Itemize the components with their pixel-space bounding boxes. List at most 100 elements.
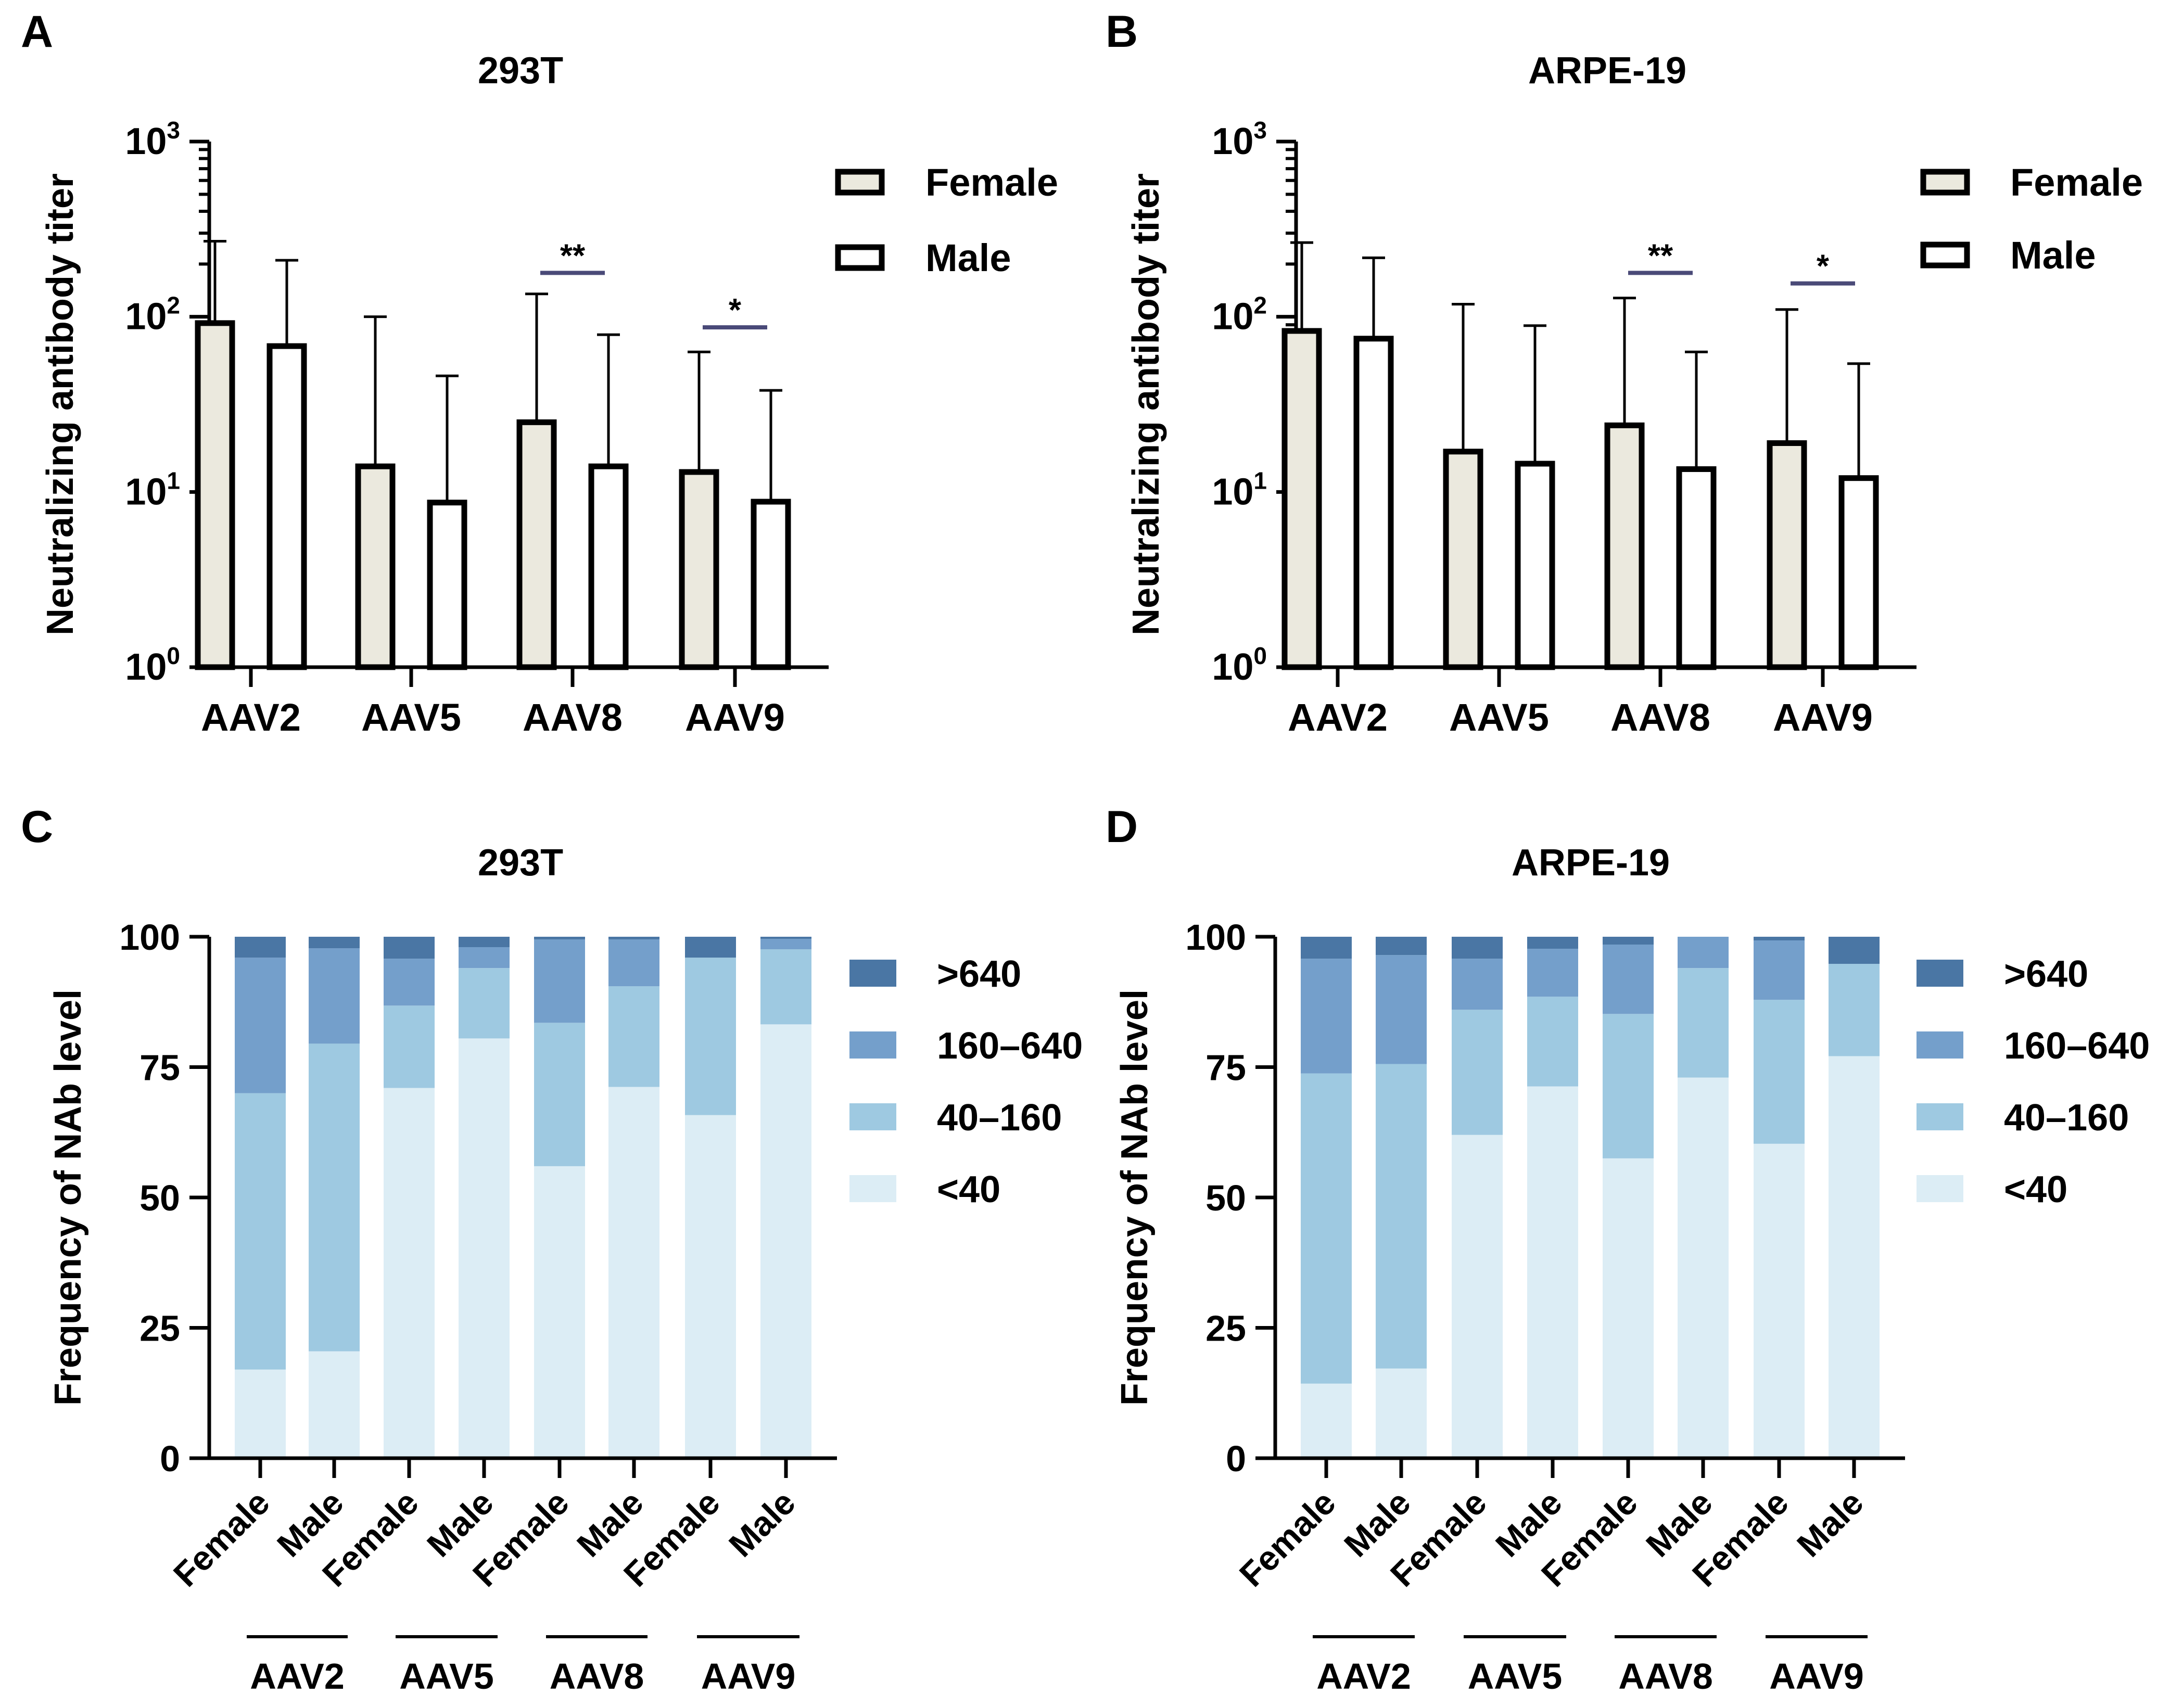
bar-male-aav5 [427, 500, 467, 670]
bar-segment-160-640 [1452, 959, 1503, 1010]
bar-segment-160-640 [1301, 959, 1352, 1074]
y-tick-label: 100 [125, 642, 180, 688]
bar-segment-40-160 [534, 1023, 585, 1166]
legend-label: >640 [937, 953, 1021, 995]
bar-segment-40-160 [685, 958, 736, 1115]
x-tick-label: AAV9 [1773, 696, 1873, 739]
bar-segment-gt640 [235, 937, 286, 958]
bar-segment-lt40 [1376, 1368, 1427, 1458]
significance-label: ** [560, 238, 586, 274]
y-tick-label: 25 [1205, 1308, 1246, 1349]
bar-segment-160-640 [459, 947, 510, 968]
bar-female-aav5 [1443, 449, 1483, 670]
chart-title: 293T [478, 842, 563, 884]
bar-segment-160-640 [1754, 940, 1805, 1000]
x-tick-label: AAV2 [201, 696, 301, 739]
bar-segment-gt640 [1376, 937, 1427, 955]
bar-segment-lt40 [534, 1166, 585, 1458]
panel-label: D [1106, 802, 1138, 852]
legend-swatch [849, 1175, 896, 1202]
legend-label: <40 [937, 1169, 1000, 1210]
y-axis-label: Neutralizing antibody titer [1125, 173, 1167, 635]
bar-segment-gt640 [1829, 937, 1880, 964]
x-tick-label-male: Male [1789, 1483, 1871, 1564]
bar-segment-gt640 [760, 937, 811, 939]
y-tick-label: 100 [1212, 642, 1267, 688]
bar-female-aav2 [1281, 328, 1322, 670]
y-tick-label: 0 [160, 1438, 180, 1479]
significance-label: * [729, 292, 742, 328]
legend-label: 40–160 [2004, 1097, 2129, 1139]
x-tick-label: AAV5 [1449, 696, 1549, 739]
panel-d: D ARPE-19 0 25 50 75 100 Frequency of NAb level… [1106, 802, 2150, 1697]
y-tick-label: 103 [125, 117, 180, 162]
chart-title: 293T [478, 50, 563, 92]
bar-segment-40-160 [1527, 997, 1578, 1087]
bar-segment-160-640 [760, 939, 811, 950]
bar-segment-160-640 [235, 958, 286, 1093]
y-axis-label: Frequency of NAb level [47, 989, 89, 1406]
bar-segment-lt40 [384, 1088, 435, 1458]
bar-segment-gt640 [1527, 937, 1578, 949]
group-label: AAV8 [550, 1656, 644, 1697]
bar-segment-160-640 [1678, 937, 1729, 968]
bar-segment-gt640 [1754, 937, 1805, 941]
legend-label: Female [925, 161, 1058, 204]
group-label: AAV2 [1316, 1656, 1411, 1697]
panel-label: B [1106, 7, 1138, 57]
bar-female-aav8 [1604, 422, 1645, 670]
y-tick-label: 75 [1205, 1048, 1246, 1088]
y-tick-label: 101 [125, 467, 180, 513]
panel-b: B ARPE-19 100 101 102 103 Neutralizing antibod… [1106, 7, 2143, 739]
bar-segment-gt640 [1603, 937, 1654, 945]
bar-male-aav2 [1353, 336, 1394, 670]
bar-segment-160-640 [534, 939, 585, 1023]
y-tick-label: 102 [125, 292, 180, 338]
bar-segment-40-160 [235, 1093, 286, 1370]
bar-segment-40-160 [608, 986, 659, 1087]
bar-segment-160-640 [608, 939, 659, 987]
bar-segment-160-640 [309, 948, 360, 1044]
bar-segment-gt640 [685, 937, 736, 958]
bar-male-aav8 [588, 463, 629, 670]
bar-segment-gt640 [608, 937, 659, 940]
bar-female-aav9 [1767, 440, 1807, 670]
chart-title: ARPE-19 [1528, 50, 1686, 92]
group-label: AAV9 [1769, 1656, 1864, 1697]
chart-title: ARPE-19 [1512, 842, 1670, 884]
legend-swatch [849, 1031, 896, 1059]
legend-label: >640 [2004, 953, 2088, 995]
bar-segment-40-160 [1301, 1073, 1352, 1384]
bar-segment-lt40 [1301, 1383, 1352, 1458]
bar-segment-lt40 [1452, 1135, 1503, 1458]
legend-label: Female [2010, 161, 2143, 204]
bar-segment-lt40 [760, 1024, 811, 1458]
bar-segment-gt640 [1301, 937, 1352, 959]
legend-label: Male [2010, 234, 2096, 277]
y-tick-label: 25 [139, 1308, 180, 1349]
bar-segment-40-160 [459, 968, 510, 1039]
panel-a: A 293T 100 101 102 103 Neutralizing antibody t… [21, 7, 1058, 739]
bar-segment-40-160 [1452, 1010, 1503, 1135]
legend-swatch [1917, 1175, 1963, 1202]
legend-swatch-male [1920, 241, 1970, 269]
bar-female-aav2 [195, 320, 235, 670]
bar-segment-160-640 [1527, 949, 1578, 997]
x-tick-label-female: Female [1232, 1483, 1343, 1594]
x-tick-label: AAV8 [523, 696, 623, 739]
y-axis-label: Neutralizing antibody titer [40, 173, 81, 635]
legend-swatch-female [835, 169, 885, 196]
bar-segment-lt40 [685, 1115, 736, 1458]
y-tick-label: 100 [1185, 917, 1246, 958]
bar-segment-160-640 [384, 959, 435, 1006]
bar-segment-gt640 [309, 937, 360, 949]
bar-segment-lt40 [1603, 1158, 1654, 1458]
group-label: AAV5 [1468, 1656, 1563, 1697]
panel-label: A [21, 7, 53, 57]
y-tick-label: 100 [119, 917, 180, 958]
bar-segment-gt640 [1452, 937, 1503, 959]
x-tick-label-male: Male [721, 1483, 803, 1564]
y-tick-label: 102 [1212, 292, 1267, 338]
bar-male-aav9 [751, 499, 791, 670]
